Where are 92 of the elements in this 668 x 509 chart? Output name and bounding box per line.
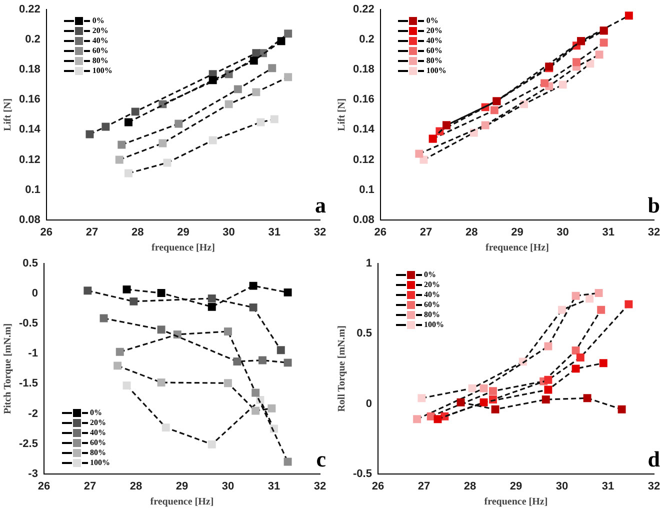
x-tick-label: 28 — [465, 226, 478, 238]
legend-label: 80% — [90, 448, 106, 458]
y-tick-label: -3 — [28, 468, 38, 480]
x-tick-label: 32 — [314, 226, 326, 238]
annotation: c — [316, 446, 326, 472]
y-tick-label: 0.08 — [352, 214, 374, 226]
x-tick-label: 29 — [511, 226, 524, 238]
y-tick-label: -0.5 — [352, 468, 372, 480]
legend-label: 100% — [90, 458, 110, 468]
y-tick-label: 0.22 — [18, 4, 40, 16]
y-tick-label: 0.08 — [18, 214, 40, 226]
legend-label: 40% — [90, 428, 106, 438]
y-tick-label: 0.2 — [359, 34, 374, 46]
legend-label: 0% — [90, 408, 102, 418]
legend-label: 0% — [424, 270, 436, 280]
x-tick-label: 29 — [176, 480, 188, 492]
y-tick-label: 0.14 — [18, 124, 42, 136]
x-tick-label: 28 — [464, 480, 476, 492]
x-axis-title: frequence [Hz] — [150, 496, 214, 508]
x-tick-label: 27 — [86, 226, 98, 238]
legend-label: 60% — [90, 438, 106, 448]
x-tick-label: 27 — [418, 480, 430, 492]
y-tick-label: 0.12 — [18, 154, 40, 166]
legend-label: 80% — [92, 56, 108, 66]
x-tick-label: 27 — [420, 226, 432, 238]
y-tick-label: 0.2 — [25, 34, 40, 46]
x-tick-label: 29 — [510, 480, 522, 492]
y-tick-label: 0.5 — [22, 258, 38, 270]
y-tick-label: -1 — [28, 348, 38, 360]
annotation: b — [648, 192, 660, 218]
legend-label: 80% — [426, 56, 442, 66]
x-tick-label: 26 — [40, 226, 53, 238]
legend-label: 100% — [92, 66, 112, 76]
annotation: a — [315, 192, 326, 218]
legend-label: 20% — [92, 26, 108, 36]
x-tick-label: 30 — [556, 480, 568, 492]
legend-label: 40% — [92, 36, 108, 46]
y-tick-label: 0.1 — [25, 184, 40, 196]
y-tick-label: 0 — [32, 288, 38, 300]
legend-label: 80% — [424, 310, 440, 320]
x-tick-label: 28 — [130, 480, 142, 492]
x-tick-label: 31 — [268, 480, 280, 492]
x-tick-label: 30 — [222, 226, 235, 238]
y-tick-label: 0.18 — [352, 64, 374, 76]
x-axis-title: frequence [Hz] — [484, 496, 548, 508]
y-tick-label: -0.5 — [18, 318, 38, 330]
x-tick-label: 32 — [648, 226, 660, 238]
x-tick-label: 31 — [602, 480, 614, 492]
legend-label: 0% — [92, 16, 104, 26]
y-axis-title: Pitch Torque [mN.m] — [2, 323, 14, 414]
y-tick-label: 0.1 — [359, 184, 374, 196]
x-tick-label: 31 — [602, 226, 615, 238]
legend-label: 100% — [426, 66, 446, 76]
annotation: d — [648, 446, 660, 472]
legend-label: 60% — [92, 46, 108, 56]
y-tick-label: 0.5 — [356, 328, 372, 340]
y-tick-label: 0.22 — [352, 4, 374, 16]
legend-label: 0% — [426, 16, 438, 26]
x-tick-label: 26 — [374, 226, 387, 238]
x-tick-label: 29 — [177, 226, 190, 238]
y-axis-title: Roll Torque [mN.m] — [336, 326, 348, 412]
legend-label: 60% — [424, 300, 440, 310]
y-axis-title: Lift [N] — [2, 98, 14, 131]
y-tick-label: 0.16 — [352, 94, 374, 106]
legend-label: 20% — [424, 280, 440, 290]
y-tick-label: -2.5 — [18, 438, 38, 450]
y-axis-title: Lift [N] — [336, 98, 348, 131]
y-tick-label: 0.16 — [18, 94, 40, 106]
x-tick-label: 32 — [314, 480, 326, 492]
y-tick-label: 0 — [366, 398, 372, 410]
x-tick-label: 30 — [222, 480, 234, 492]
legend-label: 100% — [424, 320, 444, 330]
y-tick-label: -2 — [28, 408, 38, 420]
legend-label: 60% — [426, 46, 442, 56]
y-tick-label: 1 — [366, 258, 372, 270]
x-tick-label: 27 — [84, 480, 96, 492]
legend-label: 40% — [426, 36, 442, 46]
y-tick-label: 0.18 — [18, 64, 40, 76]
legend-label: 20% — [90, 418, 106, 428]
x-tick-label: 32 — [648, 480, 660, 492]
x-tick-label: 26 — [372, 480, 384, 492]
y-tick-label: -1.5 — [18, 378, 38, 390]
y-tick-label: 0.12 — [352, 154, 374, 166]
legend-label: 20% — [426, 26, 442, 36]
x-tick-label: 30 — [556, 226, 569, 238]
x-axis-title: frequence [Hz] — [152, 242, 215, 254]
x-tick-label: 31 — [268, 226, 281, 238]
x-tick-label: 28 — [131, 226, 144, 238]
x-tick-label: 26 — [38, 480, 50, 492]
x-axis-title: frequence [Hz] — [486, 242, 549, 254]
legend-label: 40% — [424, 290, 440, 300]
y-tick-label: 0.14 — [352, 124, 376, 136]
